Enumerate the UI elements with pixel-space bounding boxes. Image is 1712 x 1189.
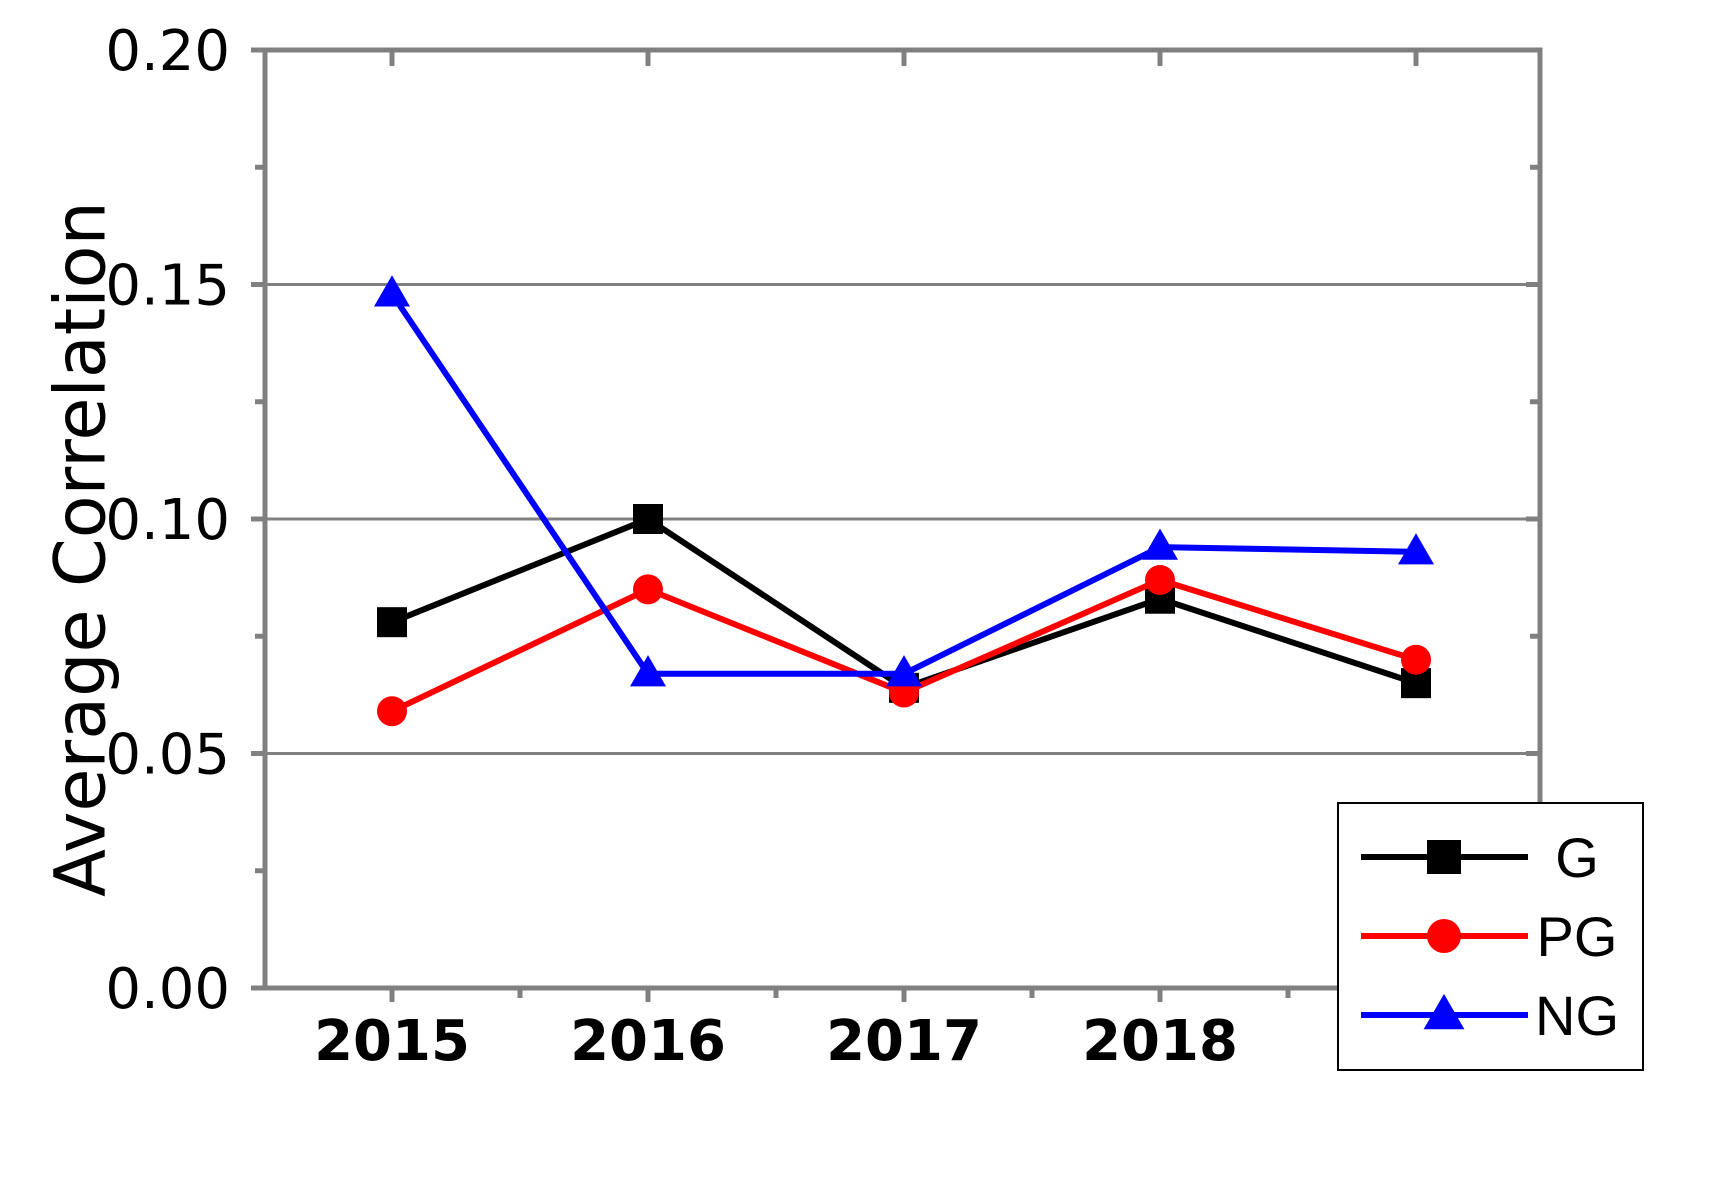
- y-tick-label: 0.05: [105, 723, 230, 788]
- y-axis-title: Average Correlation: [40, 201, 122, 897]
- data-point-ng: [630, 655, 666, 687]
- x-tick-labels: 20152016201720182019: [314, 1009, 1494, 1074]
- data-point-pg: [633, 574, 663, 605]
- data-point-pg: [1145, 564, 1175, 595]
- legend-label: G: [1555, 826, 1599, 889]
- x-tick-label: 2016: [570, 1009, 726, 1074]
- legend-item-ng: NG: [1361, 984, 1619, 1047]
- data-point-ng: [1398, 533, 1434, 565]
- legend-marker: [1427, 919, 1461, 953]
- x-tick-label: 2015: [314, 1009, 470, 1074]
- data-point-pg: [377, 696, 407, 727]
- data-point-ng: [886, 655, 922, 687]
- series-line-ng: [389, 292, 1417, 677]
- data-point-g: [377, 607, 407, 638]
- x-tick-label: 2017: [826, 1009, 982, 1074]
- x-tick-label: 2018: [1082, 1009, 1238, 1074]
- data-point-g: [633, 504, 663, 534]
- series-layer: [374, 275, 1434, 727]
- y-tick-label: 0.10: [105, 488, 230, 553]
- series-pg: [377, 564, 1431, 727]
- gridlines: [265, 283, 1540, 755]
- y-tick-label: 0.00: [105, 957, 230, 1022]
- data-point-ng: [374, 275, 410, 307]
- data-point-pg: [1401, 644, 1431, 675]
- legend: G PG NG: [1337, 802, 1644, 1071]
- y-tick-labels: 0.00 0.05 0.10 0.15 0.20: [105, 19, 230, 1022]
- legend-label: PG: [1537, 905, 1618, 968]
- y-tick-label: 0.20: [105, 19, 230, 84]
- data-point-ng: [1142, 528, 1178, 560]
- legend-label: NG: [1535, 984, 1619, 1047]
- legend-marker: [1427, 840, 1461, 874]
- series-ng: [374, 275, 1434, 687]
- y-tick-label: 0.15: [105, 254, 230, 319]
- legend-item-pg: PG: [1361, 905, 1617, 968]
- legend-marker: [1423, 993, 1465, 1030]
- axis-ticks: [251, 47, 1540, 1002]
- legend-item-g: G: [1361, 826, 1599, 889]
